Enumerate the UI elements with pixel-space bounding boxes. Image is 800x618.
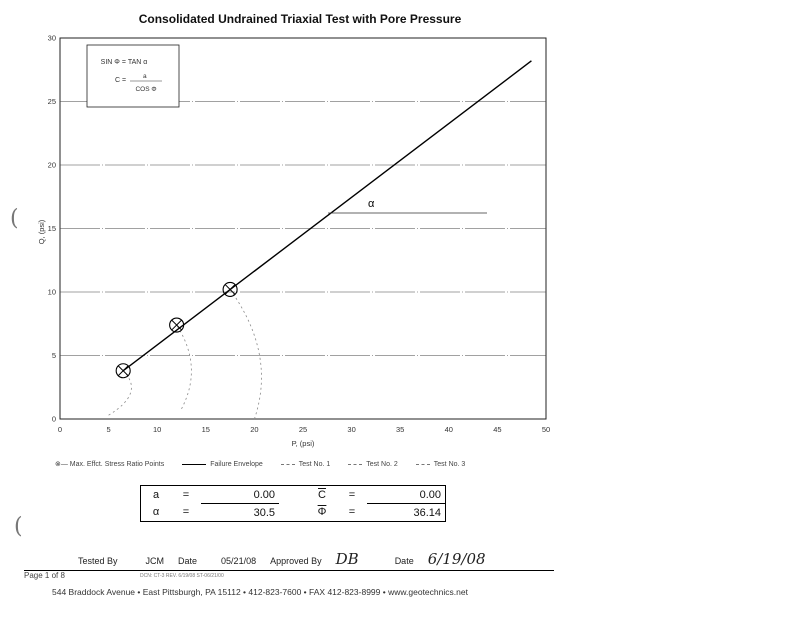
y-tick-label: 0: [52, 415, 56, 424]
y-tick-label: 5: [52, 351, 56, 360]
legend-swatch-line: [182, 463, 207, 465]
x-tick-label: 0: [58, 425, 62, 434]
result-c-symbol: C: [307, 485, 337, 504]
document-code: DCN: CT-3 REV. 6/19/08 ST-06/21/00: [140, 573, 224, 579]
chart-title: Consolidated Undrained Triaxial Test wit…: [138, 12, 462, 26]
hand-mark: (: [10, 206, 19, 231]
y-tick-label: 10: [48, 288, 56, 297]
result-alpha-value: 30.5: [201, 503, 279, 522]
hand-mark: (: [14, 514, 23, 539]
date-label: Date: [178, 556, 198, 566]
failure-envelope-line: [122, 60, 532, 372]
legend-item-test1: Test No. 1: [280, 461, 330, 468]
x-tick-label: 20: [250, 425, 258, 434]
x-axis-label: P, (psi): [292, 439, 315, 448]
approved-date-value: 6/19/08: [427, 550, 486, 568]
approved-date-label: Date: [394, 556, 414, 566]
tested-by-value: JCM: [145, 556, 165, 566]
result-a-symbol: a: [140, 485, 171, 504]
alpha-annotation: α: [368, 198, 375, 210]
y-tick-label: 20: [48, 161, 56, 170]
stress-ratio-point: [222, 281, 238, 298]
result-alpha-symbol: α: [140, 503, 171, 522]
y-axis-ticks: 0 5 10 15 20 25 30: [48, 34, 56, 424]
result-phi-symbol: Φ: [307, 503, 337, 522]
formula-c: C =: [115, 77, 126, 84]
stress-ratio-point: [115, 363, 131, 379]
approved-by-signature: DB: [335, 550, 359, 568]
x-tick-label: 25: [299, 425, 307, 434]
series-layer: [108, 60, 532, 420]
result-phi-value: 36.14: [367, 503, 446, 522]
x-tick-label: 40: [445, 425, 453, 434]
tested-by-label: Tested By: [78, 556, 118, 566]
formula-denominator: COS Φ: [135, 86, 156, 93]
x-tick-label: 10: [153, 425, 161, 434]
approved-by-label: Approved By: [270, 556, 322, 566]
formula-line1: SIN Φ = TAN α: [101, 59, 148, 66]
date-value: 05/21/08: [221, 556, 257, 566]
y-tick-label: 30: [48, 34, 56, 43]
legend-item-test3: Test No. 3: [415, 461, 465, 468]
x-tick-label: 30: [347, 425, 355, 434]
result-c-value: 0.00: [367, 485, 446, 504]
legend-item-points: ⊗— Max. Effct. Stress Ratio Points: [55, 461, 165, 468]
formula-numerator: a: [143, 73, 147, 80]
chart-legend: ⊗— Max. Effct. Stress Ratio Points Failu…: [55, 460, 575, 469]
company-address: 544 Braddock Avenue • East Pittsburgh, P…: [52, 587, 468, 597]
x-tick-label: 15: [202, 425, 210, 434]
footer-divider: [24, 570, 554, 571]
y-tick-label: 25: [48, 97, 56, 106]
result-a-value: 0.00: [201, 485, 279, 504]
x-tick-label: 35: [396, 425, 404, 434]
stress-path: [229, 289, 262, 420]
results-table: a = 0.00 C = 0.00 α = 30.5 Φ = 36.14: [140, 485, 446, 522]
x-tick-label: 50: [542, 425, 550, 434]
chart-plot: 0 5 10 15 20 25 30 35 40 45 50 0 5 10 15 20 25 30 Q, (ps…: [37, 34, 550, 449]
legend-item-test2: Test No. 2: [348, 461, 398, 468]
stress-path: [176, 324, 192, 410]
y-axis-label: Q, (psi): [37, 219, 46, 244]
formula-box: SIN Φ = TAN α C = a COS Φ: [86, 44, 180, 108]
x-axis-ticks: 0 5 10 15 20 25 30 35 40 45 50: [58, 425, 550, 434]
signoff-row: Tested By JCM Date 05/21/08 Approved By …: [78, 550, 558, 568]
x-tick-label: 5: [107, 425, 111, 434]
legend-item-envelope: Failure Envelope: [182, 461, 263, 468]
x-tick-label: 45: [493, 425, 501, 434]
page-number: Page 1 of 8: [24, 571, 65, 580]
y-tick-label: 15: [48, 224, 56, 233]
stress-ratio-point: [169, 317, 185, 333]
grid-lines: [60, 101, 546, 356]
